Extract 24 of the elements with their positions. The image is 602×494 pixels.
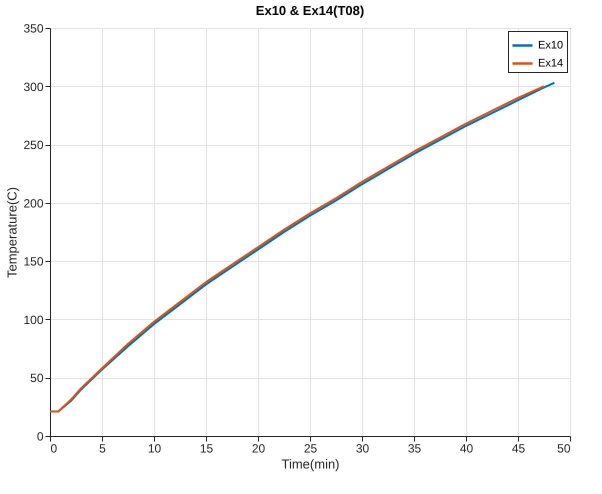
y-tick-label: 0: [36, 430, 44, 444]
x-tick-label: 15: [200, 442, 214, 456]
y-tick-label: 250: [23, 138, 44, 152]
x-tick-label: 40: [460, 442, 474, 456]
y-tick-label: 300: [23, 80, 44, 94]
x-tick-label: 30: [356, 442, 370, 456]
x-tick-label: 5: [99, 442, 106, 456]
x-tick-label: 25: [304, 442, 318, 456]
x-tick-label: 20: [252, 442, 266, 456]
x-tick-label: 35: [408, 442, 422, 456]
legend-label: Ex14: [538, 58, 564, 70]
chart-title: Ex10 & Ex14(T08): [256, 3, 364, 18]
y-tick-label: 50: [30, 371, 44, 386]
x-tick-label: 10: [148, 442, 162, 456]
y-tick-label: 100: [23, 312, 44, 327]
y-tick-label: 200: [23, 196, 44, 210]
legend-label: Ex10: [538, 40, 564, 52]
x-tick-label: 50: [557, 442, 571, 456]
x-tick-label: 45: [512, 442, 526, 456]
y-axis-title: Temperature(C): [4, 186, 20, 278]
x-tick-label: 0: [50, 442, 58, 456]
x-axis-title: Time(min): [281, 456, 340, 472]
y-tick-label: 350: [23, 22, 44, 36]
y-tick-label: 150: [23, 254, 44, 269]
